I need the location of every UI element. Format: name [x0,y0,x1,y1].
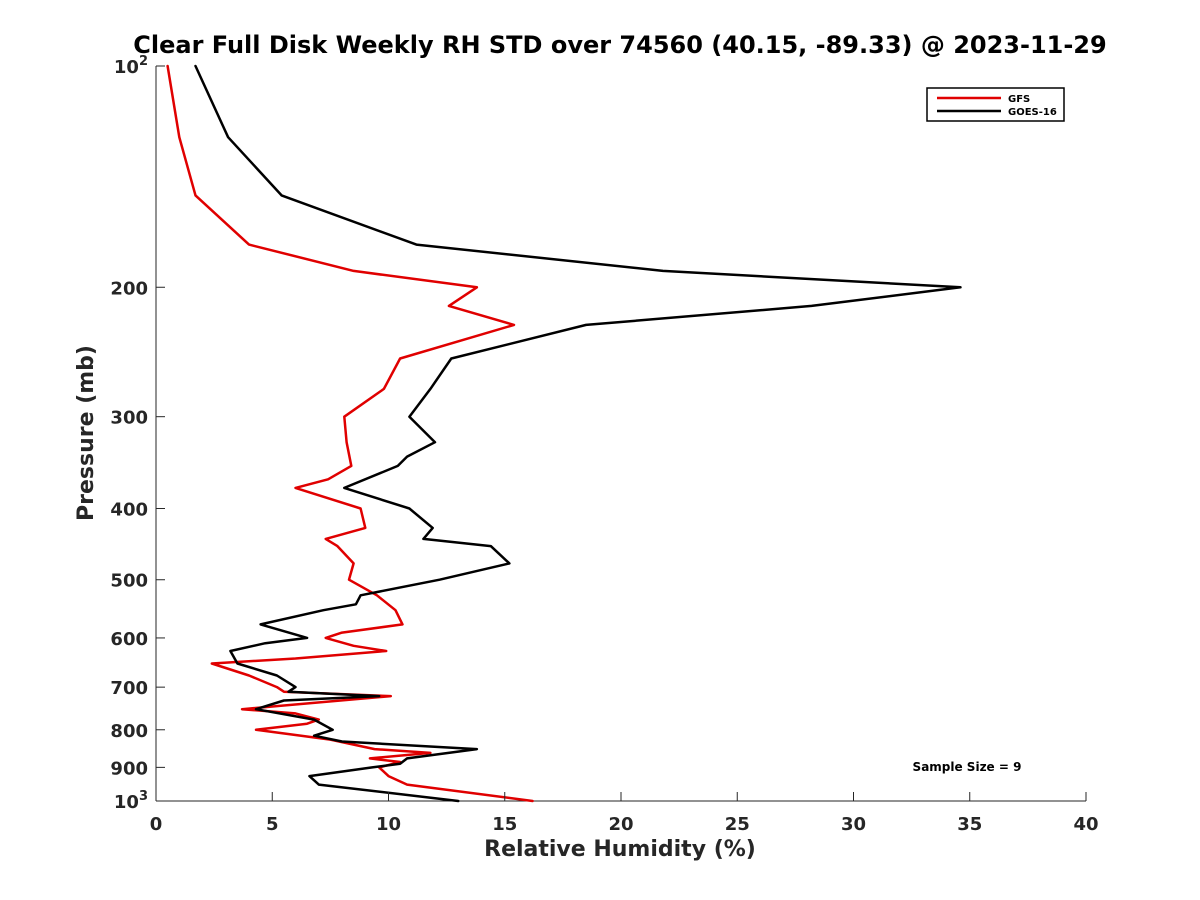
series-line-goes-16 [194,64,962,803]
x-tick-label: 30 [841,814,866,835]
y-tick-label: 800 [110,721,148,742]
chart-title: Clear Full Disk Weekly RH STD over 74560… [133,31,1106,59]
series-layer [166,64,962,803]
x-axis-label: Relative Humidity (%) [484,837,756,862]
legend-box [926,87,1065,122]
x-tick-label: 20 [608,814,633,835]
legend: GFS GOES-16 [926,87,1065,122]
y-tick-label: 600 [110,629,148,650]
x-tick-label: 10 [376,814,401,835]
legend-label: GOES-16 [1008,107,1057,118]
x-axis: 0 5 10 15 20 25 30 35 40 [150,792,1099,835]
y-tick-label: 102 [114,54,148,78]
x-tick-label: 40 [1073,814,1098,835]
sample-size-annotation: Sample Size = 9 [913,760,1022,774]
legend-label: GFS [1008,94,1030,105]
x-tick-label: 0 [150,814,163,835]
y-tick-label: 900 [110,758,148,779]
y-tick-label: 700 [110,678,148,699]
y-tick-label: 200 [110,278,148,299]
x-tick-label: 5 [266,814,279,835]
y-tick-label: 400 [110,500,148,521]
y-axis-label: Pressure (mb) [74,345,99,521]
y-tick-label: 500 [110,571,148,592]
x-tick-label: 25 [725,814,750,835]
y-tick-label: 103 [114,789,148,813]
y-tick-label: 300 [110,408,148,429]
x-tick-label: 35 [957,814,982,835]
y-axis: 102 200 300 400 500 600 700 800 900 103 [110,54,165,813]
x-tick-label: 15 [492,814,517,835]
